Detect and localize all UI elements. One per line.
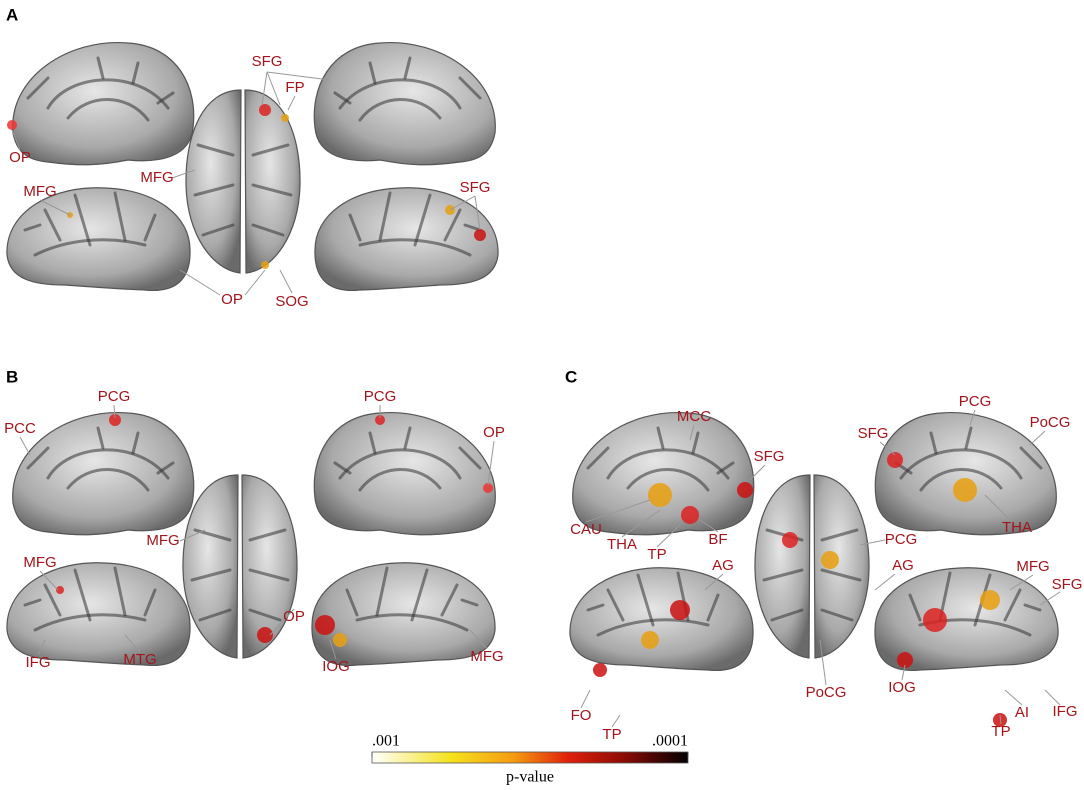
leader-lines xyxy=(11,71,481,296)
region-label: SOG xyxy=(275,293,308,310)
region-label: BF xyxy=(708,531,727,548)
brain-lateral xyxy=(313,186,500,292)
brain-medial xyxy=(11,41,196,167)
region-label: MFG xyxy=(23,554,56,571)
brain-dorsal xyxy=(181,473,299,660)
region-label: PCG xyxy=(364,388,397,405)
region-label: IOG xyxy=(888,679,916,696)
brain-medial xyxy=(11,411,196,537)
brain-dorsal xyxy=(753,473,871,660)
region-label: THA xyxy=(607,536,637,553)
region-label: SFG xyxy=(1052,576,1083,593)
region-label: OP xyxy=(221,291,243,308)
region-label: PoCG xyxy=(1030,414,1071,431)
region-label: CAU xyxy=(570,521,602,538)
region-label: PCG xyxy=(959,393,992,410)
colorbar-title: p-value xyxy=(506,769,554,786)
region-label: TP xyxy=(991,723,1010,740)
brain-lateral xyxy=(5,186,192,292)
colorbar-tick-label: .001 xyxy=(372,733,400,750)
region-label: OP xyxy=(483,424,505,441)
brain-medial xyxy=(312,41,497,167)
colorbar xyxy=(371,751,689,764)
region-label: MFG xyxy=(140,169,173,186)
brain-medial xyxy=(312,411,497,537)
region-label: PoCG xyxy=(806,684,847,701)
region-label: IFG xyxy=(1053,703,1078,720)
region-label: IOG xyxy=(322,658,350,675)
region-label: MFG xyxy=(146,532,179,549)
region-label: MFG xyxy=(23,183,56,200)
region-label: AG xyxy=(892,557,914,574)
colorbar-tick-label: .0001 xyxy=(652,733,688,750)
region-label: MFG xyxy=(1016,558,1049,575)
region-label: PCG xyxy=(885,531,918,548)
region-label: THA xyxy=(1002,519,1032,536)
brain-lateral xyxy=(568,566,755,672)
region-label: FO xyxy=(571,707,592,724)
activations xyxy=(56,414,493,647)
region-label: MTG xyxy=(123,651,156,668)
region-label: OP xyxy=(9,149,31,166)
panel-letter: C xyxy=(565,367,577,386)
panel-letter: B xyxy=(6,367,18,386)
brain-lateral xyxy=(5,561,192,667)
brain-medial xyxy=(571,411,756,537)
region-label: MCC xyxy=(677,408,711,425)
region-label: TP xyxy=(647,546,666,563)
region-label: SFG xyxy=(252,53,283,70)
region-label: OP xyxy=(283,608,305,625)
region-label: PCC xyxy=(4,420,36,437)
region-label: SFG xyxy=(460,179,491,196)
brain-lateral xyxy=(310,561,497,667)
region-label: IFG xyxy=(26,654,51,671)
region-label: AG xyxy=(712,557,734,574)
leader-lines xyxy=(19,404,495,660)
region-label: AI xyxy=(1015,704,1029,721)
activations xyxy=(593,452,1007,727)
leader-lines xyxy=(580,409,1061,728)
region-label: TP xyxy=(602,726,621,743)
region-label: PCG xyxy=(98,388,131,405)
region-label: FP xyxy=(285,79,304,96)
region-label: MFG xyxy=(470,648,503,665)
region-label: SFG xyxy=(754,448,785,465)
panel-letter: A xyxy=(6,5,18,24)
region-label: SFG xyxy=(858,425,889,442)
